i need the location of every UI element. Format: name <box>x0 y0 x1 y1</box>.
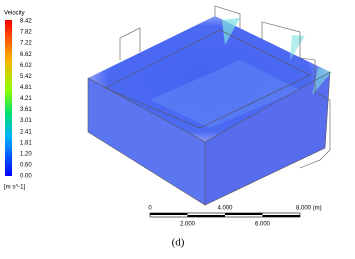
top-flow <box>88 16 330 142</box>
left-face <box>88 78 205 205</box>
legend-title: Velocity <box>4 11 25 17</box>
colorbar-label: 7.22 <box>20 41 32 47</box>
colorbar-label: 0.00 <box>20 174 32 180</box>
edge <box>104 29 311 129</box>
colorbar-label: 0.60 <box>20 163 32 169</box>
colorbar <box>5 20 12 176</box>
colorbar-label: 4.21 <box>20 96 32 102</box>
edge <box>119 27 141 60</box>
inlet-jet <box>290 35 305 60</box>
scale-label: 6.000 <box>255 222 271 228</box>
inlet-jet <box>222 18 240 45</box>
caption: (d) <box>172 237 185 249</box>
colorbar-ticks: 8.42 7.82 7.22 6.62 6.02 5.42 4.81 4.21 3.61 3.01… <box>20 19 32 180</box>
scale-label: 0 <box>148 206 152 212</box>
scale-label: 2.000 <box>180 222 196 228</box>
colorbar-label: 3.61 <box>20 107 32 113</box>
scale-bar-segment <box>225 213 263 215</box>
scale-bar-segment <box>262 215 300 217</box>
colorbar-label: 6.02 <box>20 63 32 69</box>
cfd-model <box>87 5 332 206</box>
scale-label: 8.000 (m) <box>296 206 322 212</box>
inlet-jet <box>312 68 332 95</box>
colorbar-label: 8.42 <box>20 19 32 25</box>
colorbar-label: 2.41 <box>20 129 32 135</box>
colorbar-label: 1.20 <box>20 151 32 157</box>
colorbar-label: 3.01 <box>20 118 32 124</box>
scale-label: 4.000 <box>217 206 233 212</box>
legend-unit: [m s^-1] <box>4 185 25 191</box>
right-face <box>205 72 330 205</box>
edge <box>299 57 331 169</box>
colorbar-label: 1.81 <box>20 140 32 146</box>
colorbar-label: 6.62 <box>20 52 32 58</box>
flow-streak <box>150 60 300 128</box>
scale-bar-segment <box>187 215 225 217</box>
scale-bar: 0 4.000 8.000 (m) 2.000 6.000 <box>148 206 321 228</box>
scale-bar-segment <box>150 213 188 215</box>
colorbar-label: 5.42 <box>20 74 32 80</box>
edge <box>214 5 241 28</box>
colorbar-label: 4.81 <box>20 85 32 91</box>
edge <box>261 21 301 58</box>
colorbar-label: 7.82 <box>20 30 32 36</box>
